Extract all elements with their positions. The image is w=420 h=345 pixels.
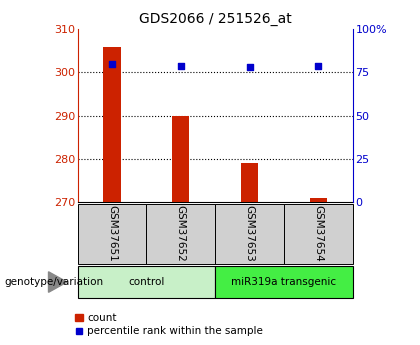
- Bar: [284, 204, 353, 264]
- Legend: count, percentile rank within the sample: count, percentile rank within the sample: [74, 313, 263, 336]
- Point: [246, 65, 253, 70]
- Text: GSM37651: GSM37651: [107, 205, 117, 262]
- Text: GSM37653: GSM37653: [244, 205, 255, 262]
- Text: control: control: [128, 277, 165, 287]
- Text: miR319a transgenic: miR319a transgenic: [231, 277, 336, 287]
- Point: [315, 63, 322, 68]
- Text: GDS2066 / 251526_at: GDS2066 / 251526_at: [139, 12, 291, 26]
- Text: genotype/variation: genotype/variation: [4, 277, 103, 287]
- Bar: [78, 266, 215, 298]
- Bar: [172, 116, 189, 202]
- Point: [109, 61, 116, 67]
- Point: [178, 63, 184, 68]
- Bar: [310, 198, 327, 202]
- Text: GSM37654: GSM37654: [313, 205, 323, 262]
- Bar: [147, 204, 215, 264]
- Bar: [215, 266, 353, 298]
- Text: GSM37652: GSM37652: [176, 205, 186, 262]
- Bar: [103, 47, 121, 202]
- Polygon shape: [49, 272, 67, 292]
- Bar: [78, 204, 147, 264]
- Bar: [241, 163, 258, 202]
- Bar: [215, 204, 284, 264]
